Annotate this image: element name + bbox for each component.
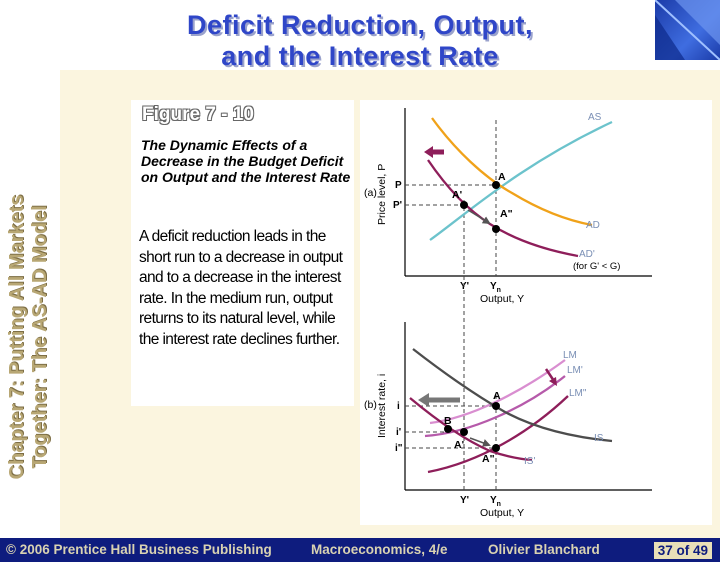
tick-yn-a-sub: n (497, 287, 501, 294)
top-band (0, 0, 720, 70)
corner-logo (655, 0, 720, 60)
curve-ad (431, 117, 593, 227)
shift-arrowhead-is (418, 393, 429, 407)
slide-title-line1: Deficit Reduction, Output, (187, 10, 533, 40)
curve-lm-dprime (427, 395, 569, 474)
shift-arrowhead-lm (549, 377, 557, 386)
label-a-prime: A' (452, 189, 462, 201)
curve-lm-prime (424, 375, 566, 438)
panel-a-xlabel: Output, Y (480, 293, 524, 305)
logo-graphic (655, 0, 720, 60)
tick-yn-b-main: Y (490, 495, 497, 506)
tick-p: P (395, 180, 402, 191)
label-a: A (498, 171, 506, 183)
panel-a-ylabel: Price level, P (376, 164, 388, 225)
slide-title: Deficit Reduction, Output, and the Inter… (130, 10, 590, 72)
text-panel (131, 100, 354, 406)
body-text: A deficit reduction leads in the short r… (139, 228, 343, 348)
panel-b: A B A' A" LM LM' LM" IS IS' i i' i" Y' Y… (364, 276, 652, 519)
curve-is (412, 348, 613, 443)
panel-b-ylabel: Interest rate, i (376, 374, 388, 438)
tick-idprime: i" (395, 443, 403, 454)
label-lm-dprime: LM" (569, 388, 587, 399)
point-a-dprime (492, 225, 500, 233)
label-a-prime-b: A' (454, 439, 464, 451)
footer-author: Olivier Blanchard (488, 542, 600, 557)
point-a-prime-b (460, 428, 468, 436)
panel-b-tag: (b) (364, 399, 377, 411)
tick-iprime: i' (396, 427, 401, 438)
label-as: AS (588, 112, 602, 123)
label-lm-prime: LM' (567, 365, 583, 376)
label-a-dprime: A" (500, 208, 513, 220)
shift-arrowhead-ad (424, 146, 433, 158)
tick-pprime: P' (393, 200, 402, 211)
slide-title-line2: and the Interest Rate (221, 41, 499, 71)
move-arrow-b (469, 437, 491, 447)
tick-yn-a-main: Y (490, 281, 497, 292)
label-b: B (444, 415, 452, 427)
point-b (444, 425, 452, 433)
point-a-dprime-b (492, 444, 500, 452)
tick-yprime-b: Y' (460, 495, 469, 506)
curve-lm (429, 359, 566, 425)
label-a-dprime-b: A" (482, 453, 495, 465)
label-is: IS (594, 433, 604, 444)
figure-caption: The Dynamic Effects of a Decrease in the… (141, 137, 351, 185)
panel-b-xlabel: Output, Y (480, 507, 524, 519)
tick-yn-b: Yn (490, 495, 501, 508)
figure-label: Figure 7 - 10 (142, 104, 254, 125)
footer-book: Macroeconomics, 4/e (311, 542, 448, 557)
curve-is-prime (409, 397, 533, 462)
figure-panel (360, 100, 712, 525)
footer-publisher: © 2006 Prentice Hall Business Publishing (6, 542, 272, 557)
label-ad: AD (586, 220, 600, 231)
panel-a: A A' A" AS AD AD' (for G' < G) P P' Y' Y… (364, 108, 652, 305)
label-a-b: A (493, 390, 501, 402)
label-lm: LM (563, 350, 577, 361)
point-a-prime (460, 201, 468, 209)
tick-yn-a: Yn (490, 281, 501, 294)
label-ad-prime: AD' (579, 249, 595, 260)
label-is-prime: IS' (524, 456, 535, 467)
label-ad-note: (for G' < G) (573, 261, 620, 272)
tick-yprime-a: Y' (460, 281, 469, 292)
left-band (0, 70, 60, 538)
point-a (492, 181, 500, 189)
point-a-b (492, 402, 500, 410)
page-number: 37 of 49 (653, 542, 712, 559)
tick-i: i (397, 401, 400, 412)
tick-yn-b-sub: n (497, 501, 501, 508)
panel-a-tag: (a) (364, 187, 377, 199)
footer-bar: © 2006 Prentice Hall Business Publishing… (0, 538, 720, 562)
ad-as-islm-diagram: A A' A" AS AD AD' (for G' < G) P P' Y' Y… (364, 108, 652, 519)
curve-as (429, 120, 613, 241)
move-arrow-a (467, 209, 491, 225)
